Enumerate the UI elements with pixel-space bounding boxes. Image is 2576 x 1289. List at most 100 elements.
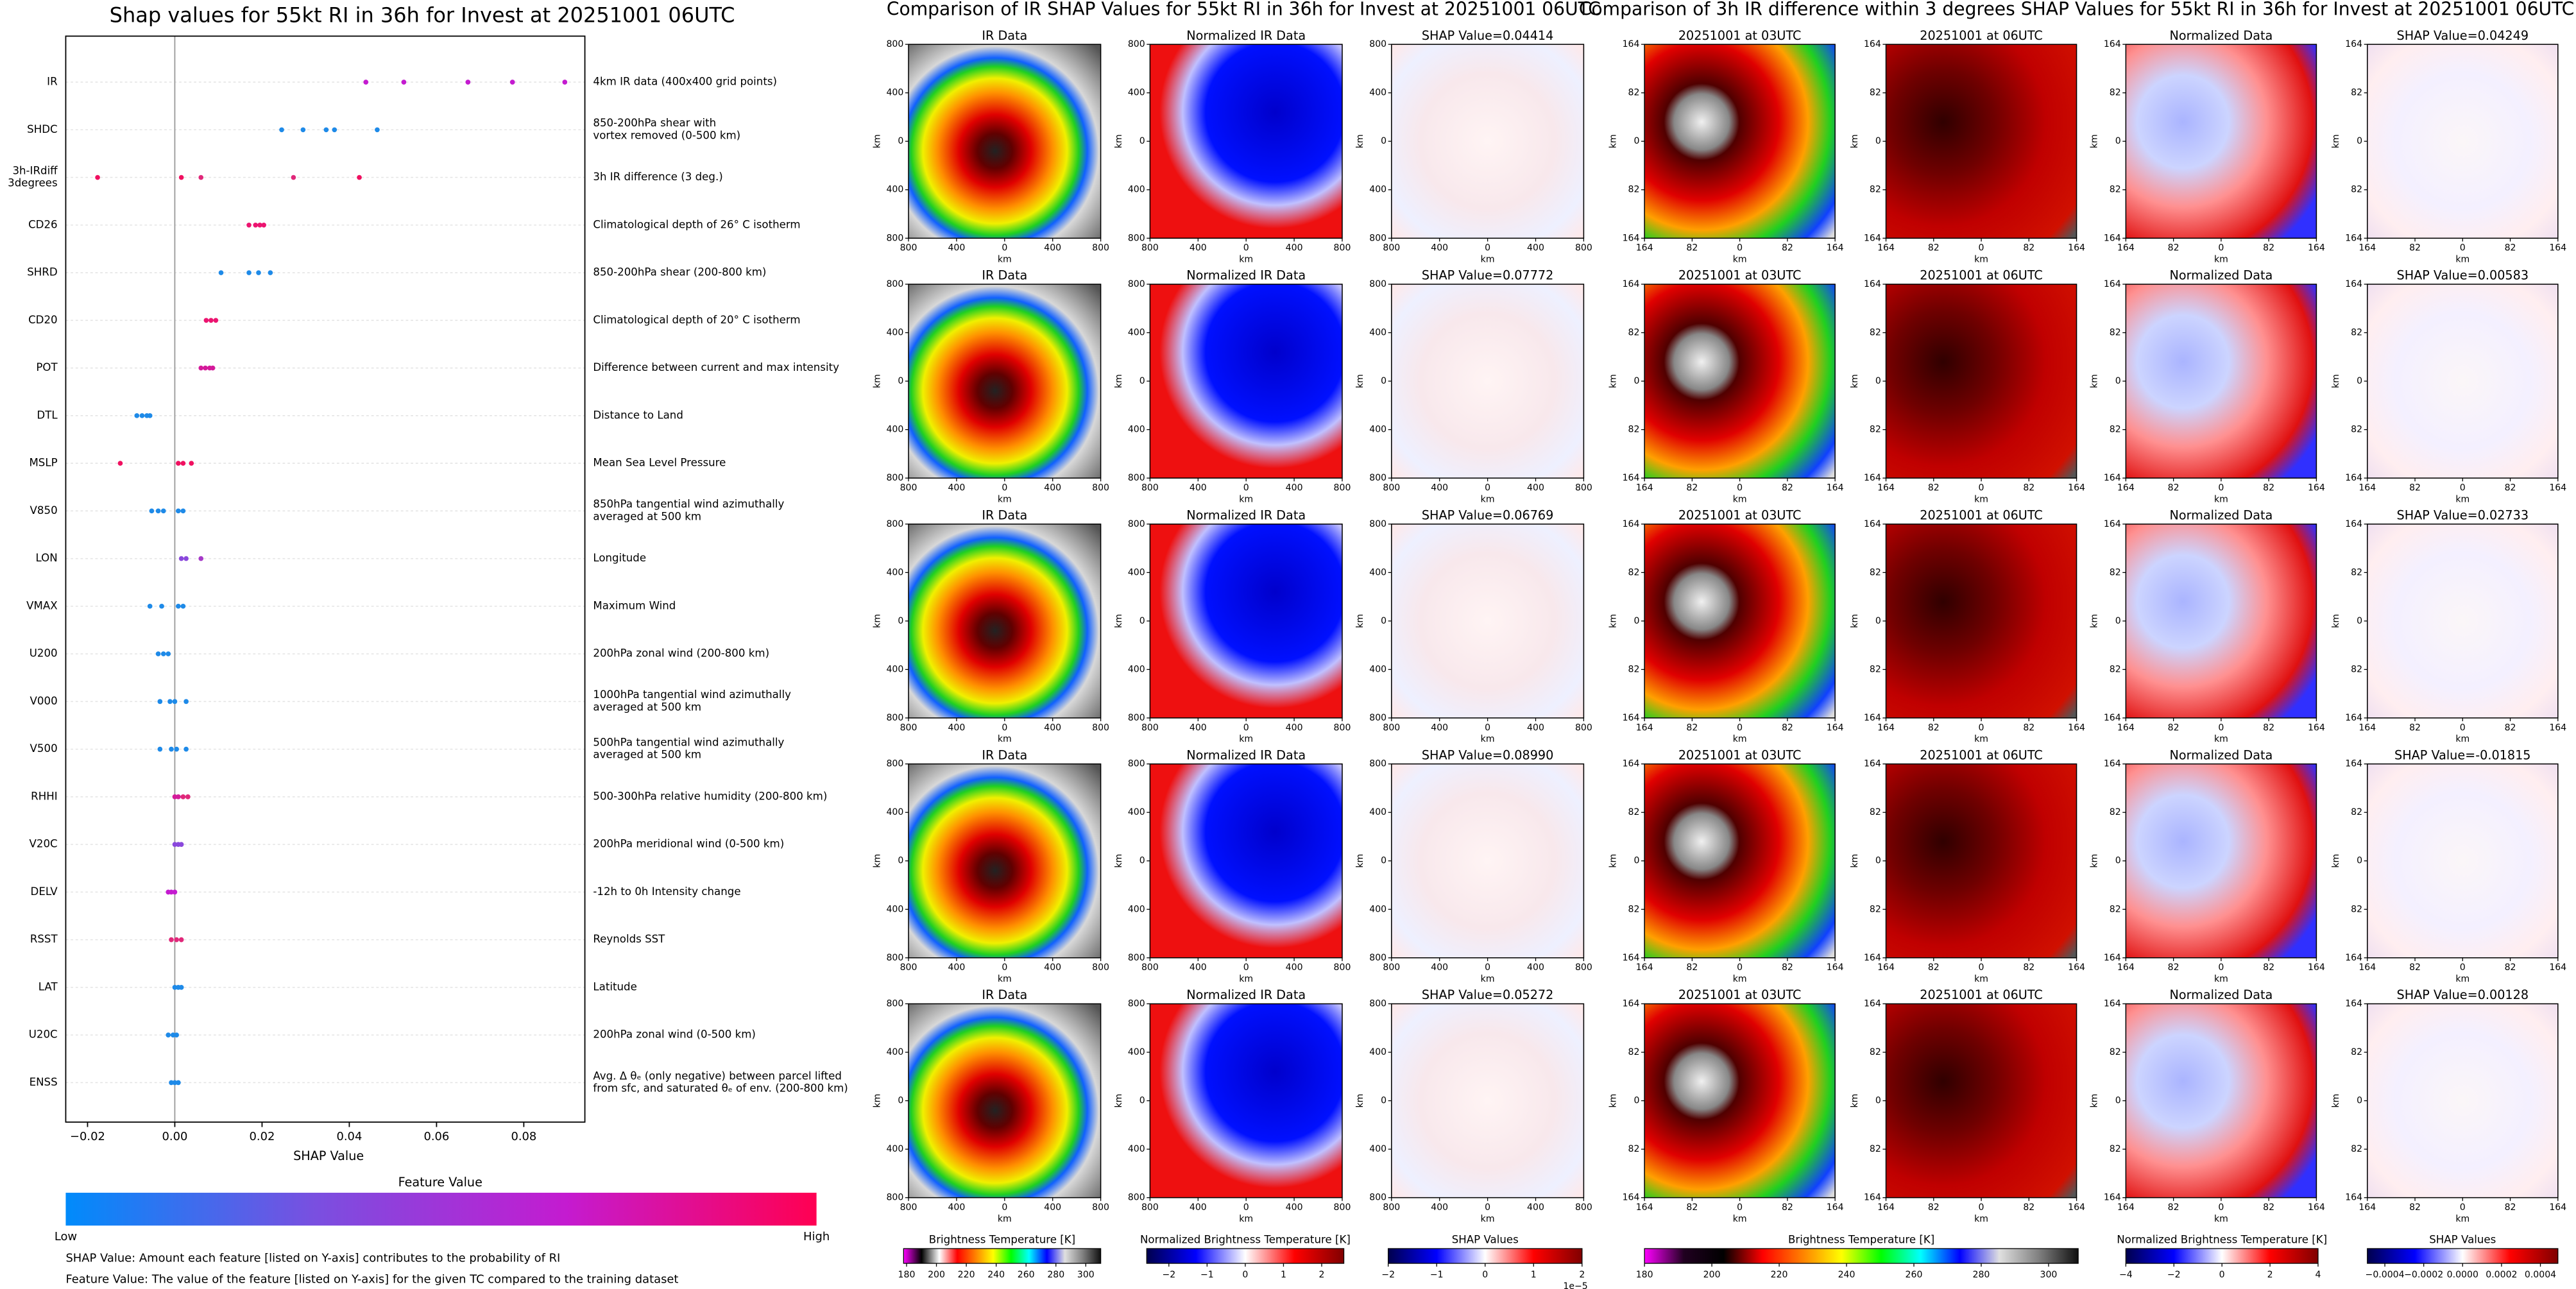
feature-description: 200hPa meridional wind (0-500 km) <box>593 838 784 850</box>
y-axis-label: km <box>2331 1094 2341 1108</box>
panel-image <box>1886 524 2077 718</box>
feature-label: MSLP <box>29 457 57 469</box>
panel-title: 20251001 at 06UTC <box>1920 508 2043 523</box>
x-tick-label: 0 <box>1002 1202 1007 1213</box>
x-tick-label: 164 <box>2308 722 2325 733</box>
x-tick-label: 82 <box>2168 482 2179 493</box>
y-tick-label: 82 <box>2110 425 2121 435</box>
x-tick-label: 164 <box>2308 962 2325 973</box>
y-tick-label: 164 <box>2104 953 2121 963</box>
y-axis-label: km <box>1355 1094 1365 1108</box>
x-tick-label: 400 <box>1190 722 1207 733</box>
panel-image <box>2126 1003 2317 1198</box>
x-tick-label: 164 <box>1636 962 1653 973</box>
panel-title: IR Data <box>982 268 1027 283</box>
x-tick-label: 800 <box>1092 722 1109 733</box>
x-axis-label: km <box>1733 1214 1747 1224</box>
y-tick-label: 400 <box>886 88 903 98</box>
x-tick-label: 800 <box>1141 482 1159 493</box>
x-tick-label: 164 <box>2117 962 2135 973</box>
y-tick-label: 164 <box>1864 1193 1881 1203</box>
x-axis-label: km <box>1481 494 1495 504</box>
shap-point <box>562 80 568 85</box>
x-tick-label: 82 <box>2023 722 2034 733</box>
y-tick-label: 0 <box>898 136 903 146</box>
x-tick-label: 82 <box>2409 243 2421 253</box>
y-tick-label: 82 <box>2110 185 2121 195</box>
y-axis-label: km <box>1608 134 1618 148</box>
x-tick-label: 400 <box>1286 962 1303 973</box>
y-axis-label: km <box>2090 1094 2100 1108</box>
y-tick-label: 164 <box>1864 39 1881 49</box>
colorbar-label: Normalized Brightness Temperature [K] <box>1140 1234 1351 1246</box>
panel-image <box>1886 284 2077 479</box>
y-tick-label: 164 <box>2104 473 2121 483</box>
y-axis-label: km <box>1850 1094 1860 1108</box>
x-tick-label: 400 <box>1286 722 1303 733</box>
y-tick-label: 0 <box>2357 136 2362 146</box>
colorbar-tick-label: 0.0002 <box>2486 1270 2517 1280</box>
x-tick-label: 164 <box>2117 722 2135 733</box>
x-tick-label: 800 <box>1383 243 1400 253</box>
y-tick-label: 164 <box>1623 713 1640 723</box>
y-tick-label: 400 <box>1128 807 1145 817</box>
x-axis-label: km <box>1481 1214 1495 1224</box>
feature-label: 3degrees <box>8 177 58 189</box>
colorbar-tick-label: −2 <box>2167 1270 2181 1280</box>
x-tick-label: 0 <box>1737 243 1743 253</box>
y-tick-label: 82 <box>1628 328 1640 338</box>
y-tick-label: 82 <box>1628 425 1640 435</box>
x-axis-label: km <box>998 974 1012 984</box>
y-tick-label: 82 <box>1628 664 1640 674</box>
colorbar-tick-label: 180 <box>898 1270 916 1280</box>
x-tick-label: 800 <box>1575 722 1592 733</box>
colorbar-title: Feature Value <box>398 1175 482 1190</box>
panel-image <box>1391 1003 1584 1198</box>
x-tick-label: 400 <box>1044 1202 1061 1213</box>
panel-image <box>2126 524 2317 718</box>
shap-point <box>172 794 178 799</box>
x-tick-label: 800 <box>1383 722 1400 733</box>
feature-description: 850-200hPa shear with <box>593 117 716 129</box>
x-tick-label: 164 <box>1636 243 1653 253</box>
shap-point <box>198 365 204 371</box>
shap-point <box>363 80 369 85</box>
y-tick-label: 800 <box>1128 1193 1145 1203</box>
feature-description: Reynolds SST <box>593 933 665 945</box>
x-tick-label: 164 <box>2358 962 2376 973</box>
y-tick-label: 164 <box>2345 713 2362 723</box>
x-tick-label: 82 <box>2023 1202 2034 1213</box>
panel-title: SHAP Value=0.05272 <box>1422 987 1554 1002</box>
x-tick-label: 400 <box>1286 243 1303 253</box>
x-axis-label: km <box>2455 255 2469 265</box>
y-tick-label: 800 <box>1369 759 1386 769</box>
y-tick-label: 164 <box>1864 279 1881 289</box>
feature-label: V20C <box>30 838 58 850</box>
x-tick-label: 400 <box>1527 1202 1544 1213</box>
x-tick-label: 164 <box>1877 482 1895 493</box>
y-tick-label: 82 <box>2110 1144 2121 1154</box>
colorbar-tick-label: 220 <box>958 1270 975 1280</box>
x-axis-label: km <box>1733 734 1747 744</box>
panel-image <box>1644 44 1836 239</box>
shap-point <box>149 508 155 514</box>
shap-point <box>170 1032 176 1037</box>
y-tick-label: 82 <box>1628 807 1640 817</box>
panel-image <box>1150 44 1342 239</box>
y-tick-label: 800 <box>1128 519 1145 529</box>
colorbar <box>2367 1248 2559 1264</box>
panel-image <box>1644 284 1836 479</box>
y-tick-label: 0 <box>1381 376 1386 386</box>
y-tick-label: 800 <box>886 233 903 243</box>
panel-image <box>2367 524 2558 718</box>
y-axis-label: km <box>872 374 882 388</box>
x-tick-label: 82 <box>2409 722 2421 733</box>
y-tick-label: 82 <box>2110 328 2121 338</box>
colorbar-tick-label: 300 <box>1077 1270 1095 1280</box>
x-tick-label: 0 <box>2218 243 2224 253</box>
x-tick-label: 82 <box>1928 243 1940 253</box>
x-tick-label: 82 <box>2168 1202 2179 1213</box>
y-axis-label: km <box>1355 134 1365 148</box>
